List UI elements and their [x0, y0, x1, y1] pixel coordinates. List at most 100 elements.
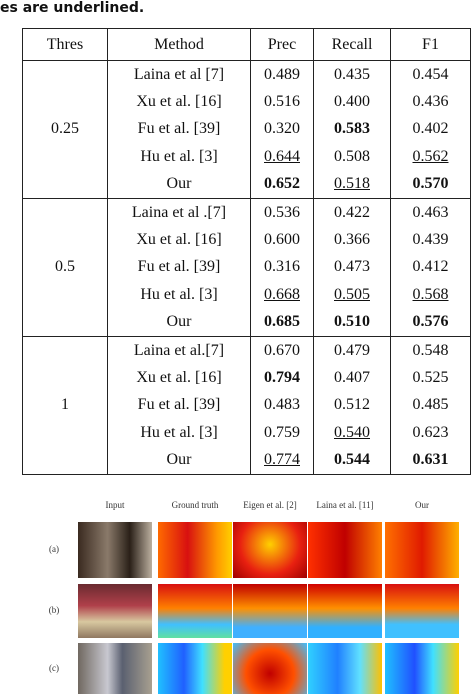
table-row: 1 Laina et al.[7] 0.670 0.479 0.548	[22, 335, 471, 475]
table-row: Our 0.685 0.510 0.576	[23, 308, 471, 337]
method-cell: Laina et al .[7]	[107, 197, 251, 227]
method-cell: Hu et al. [3]	[107, 281, 251, 309]
value-cell: 0.794	[250, 364, 314, 392]
value-text: 0.652	[264, 175, 300, 193]
value-cell: 0.483	[250, 391, 314, 420]
table-row: 0.5 Laina et al .[7] 0.536 0.422 0.463	[22, 197, 471, 337]
depth-map	[385, 522, 459, 578]
value-cell: 0.685	[250, 308, 314, 337]
value-text: 0.508	[334, 147, 370, 165]
value-cell: 0.505	[313, 281, 391, 309]
value-text: 0.794	[264, 368, 300, 386]
value-cell: 0.562	[390, 143, 471, 171]
value-cell: 0.759	[250, 419, 314, 447]
value-text: 0.576	[412, 313, 449, 331]
value-text: 0.631	[412, 451, 449, 469]
value-cell: 0.544	[313, 446, 391, 475]
value-cell: 0.540	[313, 419, 391, 447]
value-text: 0.548	[412, 341, 449, 359]
value-cell: 0.473	[313, 253, 391, 282]
depth-map	[158, 584, 232, 638]
value-cell: 0.652	[250, 170, 314, 199]
depth-map	[308, 584, 382, 638]
figure-row-label: (c)	[49, 662, 59, 673]
value-text: 0.759	[264, 423, 300, 441]
depth-map	[233, 522, 307, 578]
input-image	[78, 584, 152, 638]
value-cell: 0.518	[313, 170, 391, 199]
value-cell: 0.512	[313, 391, 391, 420]
value-text: 0.454	[412, 65, 449, 83]
depth-map	[308, 643, 382, 694]
value-cell: 0.422	[313, 197, 391, 227]
method-cell: Xu et al. [16]	[107, 364, 251, 392]
value-cell: 0.600	[250, 226, 314, 254]
value-cell: 0.548	[390, 335, 471, 365]
table-row: 0.25 Laina et al [7] 0.489 0.435 0.454	[22, 60, 471, 199]
depth-map	[158, 522, 232, 578]
value-cell: 0.583	[313, 115, 391, 144]
value-text: 0.366	[334, 231, 370, 249]
threshold-cell: 0.25	[22, 60, 108, 199]
value-text: 0.685	[264, 313, 300, 331]
value-text: 0.516	[264, 93, 300, 111]
value-text: 0.483	[264, 396, 300, 414]
value-text: 0.316	[264, 258, 300, 276]
figure-column-label: Ground truth	[171, 500, 219, 510]
value-cell: 0.576	[390, 308, 471, 337]
threshold-cell: 1	[22, 335, 108, 475]
value-cell: 0.485	[390, 391, 471, 420]
value-cell: 0.570	[390, 170, 471, 199]
value-text: 0.518	[334, 175, 370, 193]
table-row: Fu et al. [39] 0.483 0.512 0.485	[23, 391, 471, 420]
column-header: Prec	[250, 28, 314, 61]
value-cell: 0.623	[390, 419, 471, 447]
figure-column-label: Our	[415, 500, 429, 510]
value-text: 0.623	[412, 423, 449, 441]
value-text: 0.668	[264, 285, 300, 303]
value-text: 0.536	[264, 203, 300, 221]
value-text: 0.774	[264, 451, 300, 469]
column-header: Recall	[313, 28, 391, 61]
method-cell: Xu et al. [16]	[107, 226, 251, 254]
value-text: 0.600	[264, 231, 300, 249]
value-text: 0.463	[412, 203, 449, 221]
value-text: 0.489	[264, 65, 300, 83]
method-cell: Fu et al. [39]	[107, 391, 251, 420]
figure-row-label: (b)	[48, 605, 60, 615]
value-text: 0.583	[334, 120, 370, 138]
value-cell: 0.435	[313, 60, 391, 89]
depth-map	[308, 522, 382, 578]
value-text: 0.436	[412, 93, 449, 111]
value-text: 0.644	[264, 147, 300, 165]
value-cell: 0.508	[313, 143, 391, 171]
method-cell: Hu et al. [3]	[107, 143, 251, 171]
depth-map	[233, 584, 307, 638]
caption: es are underlined.	[0, 0, 145, 16]
value-cell: 0.631	[390, 446, 471, 475]
depth-map	[158, 643, 232, 694]
method-cell: Fu et al. [39]	[107, 115, 251, 144]
method-cell: Xu et al. [16]	[107, 88, 251, 116]
value-cell: 0.400	[313, 88, 391, 116]
threshold-cell: 0.5	[22, 197, 108, 337]
value-text: 0.473	[334, 258, 370, 276]
table-row: Hu et al. [3] 0.759 0.540 0.623	[23, 419, 471, 447]
method-cell: Laina et al.[7]	[107, 335, 251, 365]
value-text: 0.439	[412, 231, 449, 249]
table-row: Xu et al. [16] 0.600 0.366 0.439	[23, 226, 471, 254]
value-text: 0.400	[334, 93, 370, 111]
value-text: 0.540	[334, 423, 370, 441]
value-text: 0.562	[412, 147, 449, 165]
value-text: 0.510	[334, 313, 370, 331]
method-cell: Fu et al. [39]	[107, 253, 251, 282]
column-header: Method	[107, 28, 251, 61]
results-table: Thres Method Prec Recall F1 0.25 Laina et al …	[22, 28, 471, 475]
table-row: Hu et al. [3] 0.644 0.508 0.562	[23, 143, 471, 171]
value-cell: 0.316	[250, 253, 314, 282]
value-text: 0.570	[412, 175, 449, 193]
value-cell: 0.463	[390, 197, 471, 227]
table-row: Xu et al. [16] 0.516 0.400 0.436	[23, 88, 471, 116]
value-cell: 0.536	[250, 197, 314, 227]
